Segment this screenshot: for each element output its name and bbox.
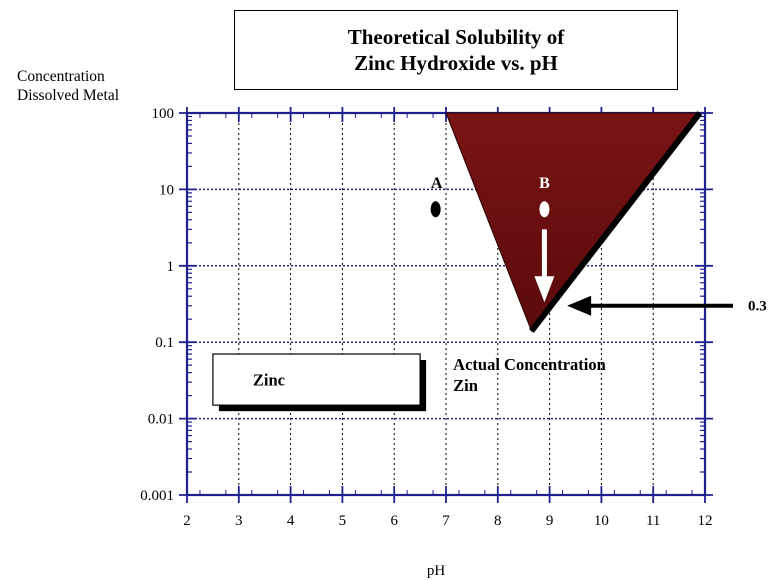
- solubility-region-triangle: [445, 112, 701, 333]
- data-point-b: [539, 201, 550, 218]
- y-axis-label-line-1: Concentration: [17, 68, 105, 85]
- y-axis-label-line-2: Dissolved Metal: [17, 87, 120, 104]
- data-point-a: [430, 201, 441, 218]
- x-tick-label: 11: [646, 513, 660, 529]
- zinc-box-label: Zinc: [253, 371, 285, 390]
- pointer-arrow-head: [567, 295, 592, 316]
- data-point-b-label: B: [539, 175, 550, 192]
- x-tick-label: 10: [594, 513, 609, 529]
- y-tick-label: 0.01: [148, 412, 174, 428]
- chart-title-line-1: Theoretical Solubility of: [347, 25, 565, 49]
- x-tick-label: 12: [698, 513, 713, 529]
- x-tick-label: 2: [183, 513, 191, 529]
- annotation-actual-concentration-line: Zin: [453, 376, 478, 395]
- pointer-label: 0.3: [748, 299, 767, 315]
- arrow-b-head: [534, 276, 555, 303]
- x-tick-label: 6: [390, 513, 398, 529]
- x-tick-label: 7: [442, 513, 450, 529]
- x-tick-label: 9: [546, 513, 554, 529]
- y-tick-label: 1: [167, 259, 175, 275]
- x-tick-label: 4: [287, 513, 295, 529]
- solubility-region-edge: [529, 111, 703, 333]
- chart-title-line-2: Zinc Hydroxide vs. pH: [354, 51, 558, 75]
- chart-title-box: Theoretical Solubility of Zinc Hydroxide…: [234, 10, 678, 90]
- y-tick-label: 0.001: [140, 488, 174, 504]
- data-point-a-label: A: [431, 175, 443, 192]
- x-tick-label: 5: [339, 513, 347, 529]
- y-tick-label: 10: [159, 182, 174, 198]
- x-tick-label: 8: [494, 513, 502, 529]
- y-tick-label: 0.1: [155, 335, 174, 351]
- x-axis-label: pH: [427, 563, 446, 579]
- y-tick-label: 100: [152, 106, 175, 122]
- zinc-box: [212, 353, 421, 406]
- x-tick-label: 3: [235, 513, 243, 529]
- annotation-actual-concentration-line: Actual Concentration: [453, 355, 606, 374]
